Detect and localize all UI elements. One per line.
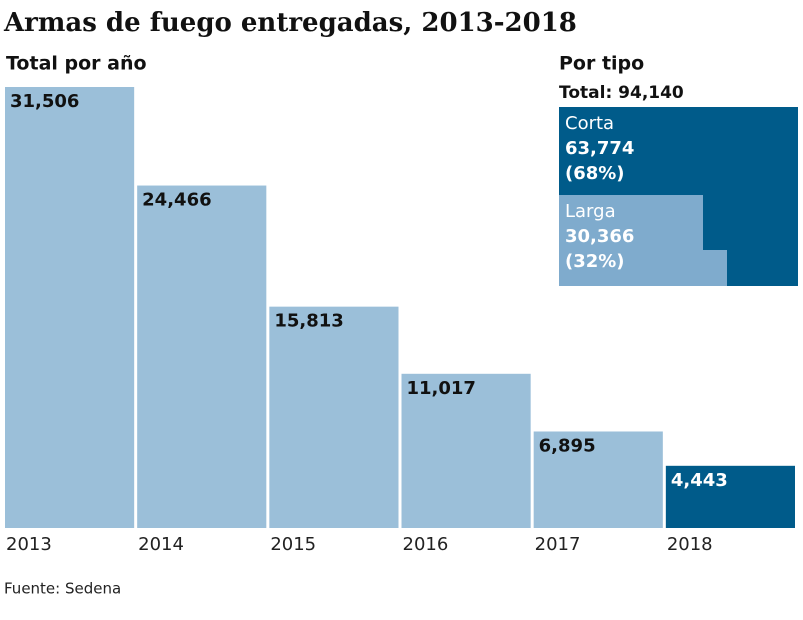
inset-name: Larga — [565, 201, 616, 222]
bar-label: 11,017 — [407, 378, 476, 399]
x-tick-label: 2015 — [270, 534, 316, 555]
bar-label: 6,895 — [539, 435, 596, 456]
chart-title: Armas de fuego entregadas, 2013-2018 — [3, 8, 577, 38]
bar — [401, 373, 531, 528]
chart-subtitle: Total por año — [6, 53, 147, 75]
inset-segment — [559, 195, 727, 286]
x-tick-label: 2014 — [138, 534, 184, 555]
inset-title: Por tipo — [559, 53, 644, 75]
bar — [533, 431, 663, 528]
source: Fuente: Sedena — [4, 580, 121, 598]
x-tick-label: 2017 — [535, 534, 581, 555]
bar — [269, 306, 399, 528]
inset-total: Total: 94,140 — [559, 83, 684, 103]
x-tick-label: 2016 — [403, 534, 449, 555]
inset-value: 30,366 — [565, 226, 634, 247]
inset-value: 63,774 — [565, 138, 634, 159]
bar — [5, 87, 135, 528]
bar-label: 15,813 — [274, 311, 343, 332]
x-tick-label: 2013 — [6, 534, 52, 555]
inset-name: Corta — [565, 113, 614, 134]
inset-percent: (68%) — [565, 163, 625, 184]
bar-label: 4,443 — [671, 470, 728, 491]
inset-percent: (32%) — [565, 251, 625, 272]
bar-label: 24,466 — [142, 190, 211, 211]
bar-label: 31,506 — [10, 91, 79, 112]
bar — [137, 185, 267, 528]
bar — [665, 465, 795, 528]
x-tick-label: 2018 — [667, 534, 713, 555]
